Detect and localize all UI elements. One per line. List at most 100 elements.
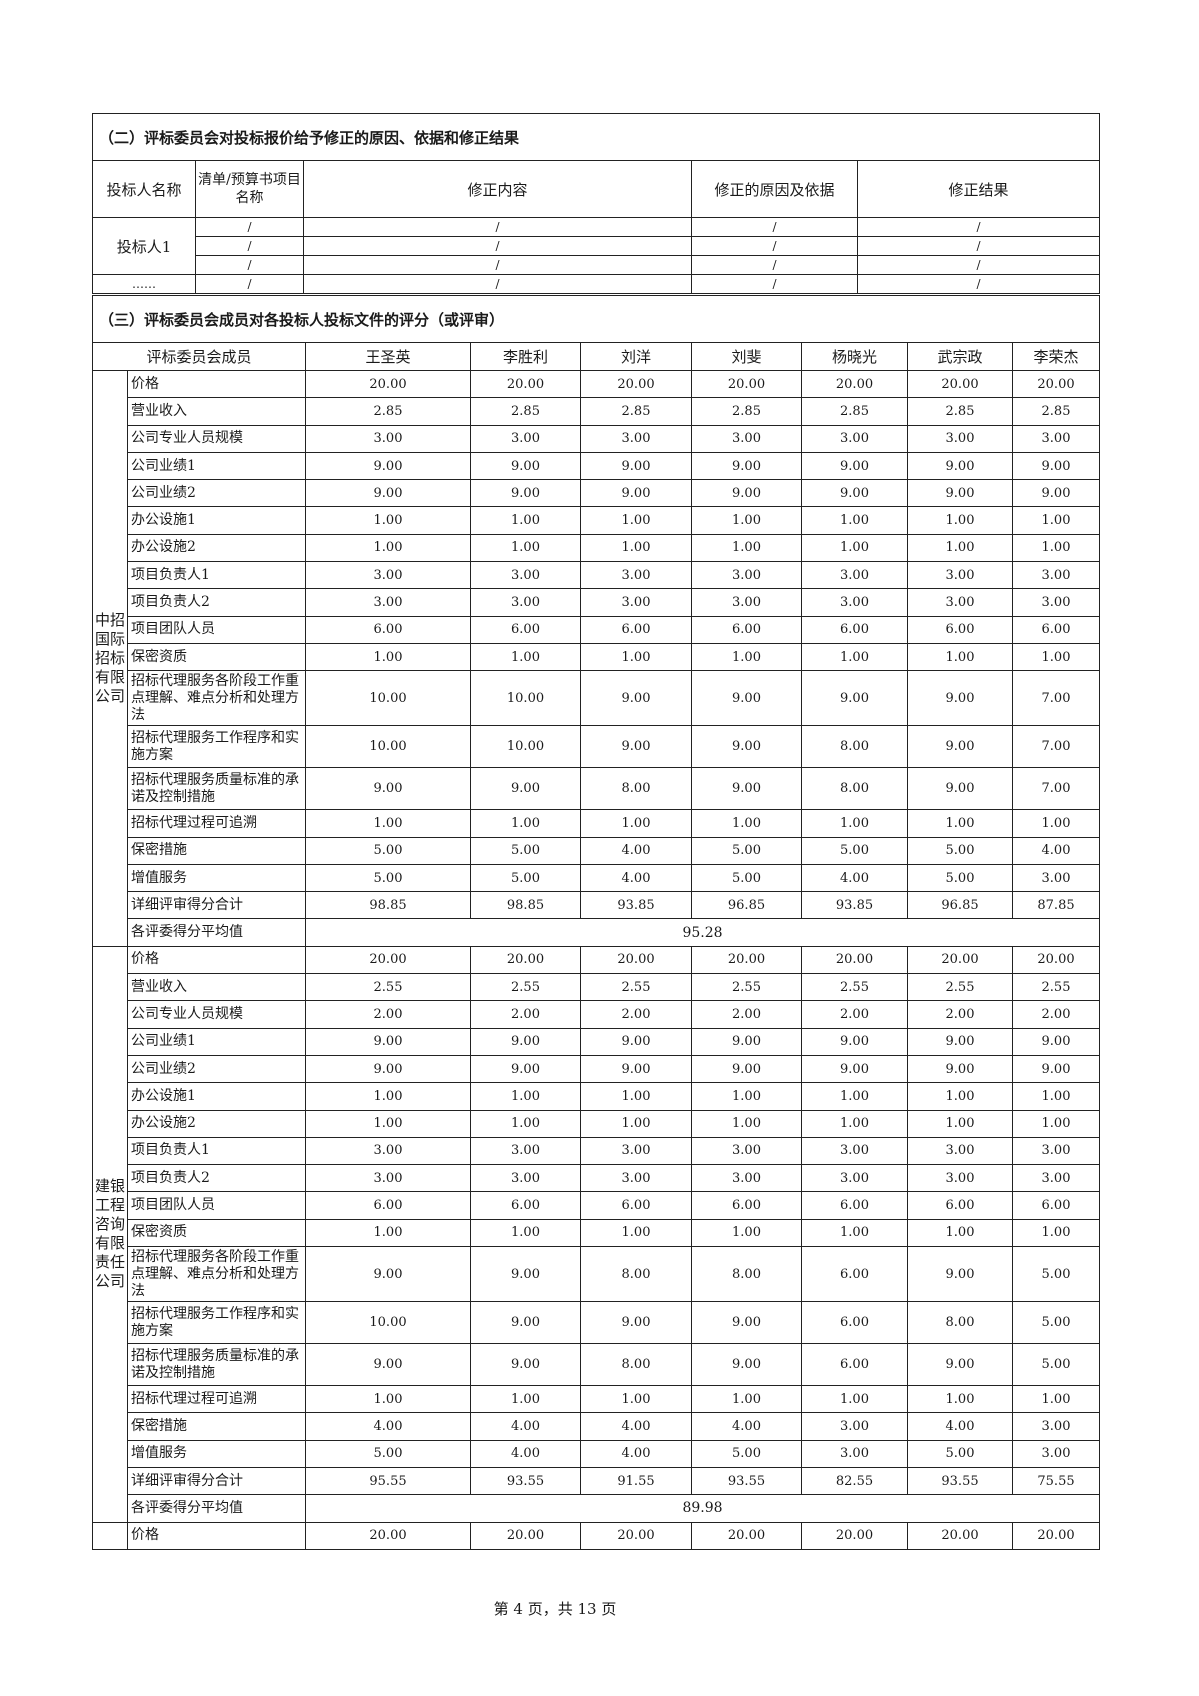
score-cell: 4.00 [470, 1439, 581, 1468]
score-cell: 5.00 [691, 863, 802, 893]
criterion-label: 公司业绩2 [127, 479, 306, 508]
score-cell: 5.00 [801, 836, 908, 865]
score-cell: 1.00 [691, 533, 802, 563]
scoring-table: （三）评标委员会成员对各投标人投标文件的评分（或评审） 评标委员会成员 王圣英李… [91, 295, 1101, 1550]
criterion-label: 保密资质 [127, 1218, 306, 1248]
header-correction-result: 修正结果 [856, 160, 1101, 218]
criterion-label: 办公设施1 [127, 1082, 306, 1111]
score-cell: 9.00 [580, 451, 692, 481]
company-name: 建银工程咨询有限责任公司 [92, 945, 128, 1523]
score-cell: 2.00 [691, 1000, 802, 1029]
criterion-label: 办公设施1 [127, 506, 306, 535]
criterion-label: 办公设施2 [127, 533, 306, 563]
placeholder-slash: / [195, 255, 304, 275]
criterion-label: 招标代理服务质量标准的承诺及控制措施 [127, 1343, 306, 1387]
criterion-label: 保密措施 [127, 1412, 306, 1441]
score-cell: 6.00 [470, 1191, 581, 1220]
score-cell: 9.00 [907, 1246, 1013, 1303]
criterion-label: 项目团队人员 [127, 615, 306, 644]
score-cell: 4.00 [580, 1439, 692, 1468]
score-cell: 1.00 [801, 1109, 908, 1138]
score-cell: 1.00 [580, 642, 692, 672]
score-row: 保密措施 4.00 4.00 4.00 4.00 3.00 4.00 3.00 [93, 1412, 1101, 1441]
score-cell: 91.55 [580, 1466, 692, 1496]
section3-title: （三）评标委员会成员对各投标人投标文件的评分（或评审） [91, 295, 1101, 343]
score-cell: 3.00 [470, 561, 581, 590]
score-row: 详细评审得分合计 95.55 93.55 91.55 93.55 82.55 93.55 75… [93, 1466, 1101, 1496]
score-cell: 3.00 [1011, 863, 1101, 893]
score-cell: 1.00 [1011, 809, 1101, 838]
score-cell: 6.00 [580, 615, 692, 644]
score-cell: 9.00 [907, 451, 1013, 481]
score-cell: 1.00 [907, 642, 1013, 672]
score-cell: 9.00 [470, 1027, 581, 1056]
score-cell: 3.00 [1011, 588, 1101, 617]
criterion-label: 价格 [127, 945, 306, 975]
bid-correction-table: （二）评标委员会对投标报价给予修正的原因、依据和修正结果 投标人名称 清单/预算… [91, 113, 1101, 294]
score-cell: 3.00 [907, 424, 1013, 453]
score-cell: 1.00 [691, 1385, 802, 1414]
score-cell: 4.00 [801, 863, 908, 893]
score-cell: 1.00 [1011, 1218, 1101, 1248]
score-row: 增值服务 5.00 5.00 4.00 5.00 4.00 5.00 3.00 [93, 863, 1101, 893]
score-cell: 7.00 [1011, 725, 1101, 769]
score-row: 招标代理过程可追溯 1.00 1.00 1.00 1.00 1.00 1.00 1.00 [93, 1385, 1101, 1414]
criterion-label: 保密措施 [127, 836, 306, 865]
score-cell: 10.00 [305, 670, 471, 727]
score-cell: 93.85 [801, 891, 908, 920]
score-cell: 1.00 [801, 1385, 908, 1414]
score-cell: 1.00 [907, 809, 1013, 838]
score-cell: 9.00 [580, 670, 692, 727]
criterion-label: 项目团队人员 [127, 1191, 306, 1220]
placeholder-slash: / [856, 274, 1101, 294]
score-cell: 3.00 [691, 588, 802, 617]
score-cell: 9.00 [305, 479, 471, 508]
score-cell: 1.00 [907, 1082, 1013, 1111]
score-cell: 4.00 [691, 1412, 802, 1441]
score-cell: 1.00 [305, 506, 471, 535]
score-cell: 3.00 [691, 424, 802, 453]
placeholder-slash: / [195, 236, 304, 256]
score-cell: 9.00 [907, 479, 1013, 508]
score-cell: 5.00 [691, 836, 802, 865]
criterion-label: 增值服务 [127, 863, 306, 893]
score-cell: 8.00 [580, 767, 692, 811]
score-cell: 2.55 [907, 973, 1013, 1002]
score-row: 项目负责人2 3.00 3.00 3.00 3.00 3.00 3.00 3.00 [93, 1164, 1101, 1193]
score-cell: 20.00 [691, 1521, 802, 1550]
criterion-label: 招标代理服务工作程序和实施方案 [127, 1301, 306, 1345]
score-cell: 9.00 [691, 1027, 802, 1056]
score-cell: 8.00 [580, 1246, 692, 1303]
score-cell: 1.00 [801, 1218, 908, 1248]
score-cell: 6.00 [801, 615, 908, 644]
score-cell: 4.00 [1011, 836, 1101, 865]
score-row: 招标代理服务质量标准的承诺及控制措施 9.00 9.00 8.00 9.00 6.00 9.… [93, 1343, 1101, 1387]
company-name [92, 1521, 128, 1550]
score-cell: 87.85 [1011, 891, 1101, 920]
score-cell: 6.00 [801, 1191, 908, 1220]
score-cell: 20.00 [580, 369, 692, 399]
score-cell: 1.00 [1011, 1082, 1101, 1111]
score-cell: 20.00 [580, 1521, 692, 1550]
score-cell: 5.00 [907, 1439, 1013, 1468]
score-cell: 2.85 [305, 397, 471, 426]
score-cell: 7.00 [1011, 767, 1101, 811]
score-cell: 1.00 [580, 809, 692, 838]
score-cell: 6.00 [1011, 1191, 1101, 1220]
score-cell: 20.00 [470, 1521, 581, 1550]
criterion-label: 详细评审得分合计 [127, 1466, 306, 1496]
score-cell: 1.00 [691, 1109, 802, 1138]
average-value: 89.98 [304, 1494, 1101, 1523]
score-cell: 5.00 [470, 863, 581, 893]
score-row: 公司业绩2 9.00 9.00 9.00 9.00 9.00 9.00 9.00 [93, 479, 1101, 508]
score-row: 项目负责人1 3.00 3.00 3.00 3.00 3.00 3.00 3.00 [93, 1136, 1101, 1166]
score-cell: 1.00 [305, 642, 471, 672]
score-cell: 3.00 [580, 424, 692, 453]
score-cell: 2.00 [470, 1000, 581, 1029]
score-cell: 20.00 [305, 945, 471, 975]
score-cell: 1.00 [470, 1109, 581, 1138]
score-cell: 9.00 [801, 451, 908, 481]
score-cell: 9.00 [305, 767, 471, 811]
score-row: 保密资质 1.00 1.00 1.00 1.00 1.00 1.00 1.00 [93, 642, 1101, 672]
score-row: 招标代理服务工作程序和实施方案 10.00 9.00 9.00 9.00 6.00 8.00… [93, 1301, 1101, 1345]
